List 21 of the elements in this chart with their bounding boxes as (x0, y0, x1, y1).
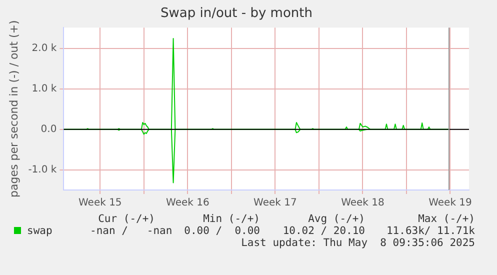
legend-label: swap (27, 225, 52, 237)
chart-title: Swap in/out - by month (160, 6, 312, 22)
text: 10.02 / 20.10 (282, 225, 365, 237)
y-tick-label: 0.0 (40, 124, 57, 135)
text: Avg (-/+) (307, 213, 365, 225)
text: Max (-/+) (417, 213, 475, 225)
y-tick-label: 2.0 k (32, 43, 57, 54)
text: 11.63k/ 11.71k (385, 225, 475, 237)
x-tick-label: Week 18 (341, 198, 384, 209)
text: 0.00 / 0.00 (184, 225, 260, 237)
text: Min (-/+) (202, 213, 260, 225)
y-tick-label: -1.0 k (28, 164, 57, 176)
x-tick-label: Week 15 (78, 198, 122, 209)
text: Last update: Thu May 8 09:35:06 2025 (240, 237, 475, 249)
x-tick-label: Week 17 (254, 198, 297, 209)
x-tick-label: Week 16 (166, 198, 210, 209)
y-axis-title: pages per second in (-) / out (+) (7, 20, 20, 198)
text: -nan / -nan (90, 225, 172, 237)
text: Cur (-/+) (97, 213, 155, 225)
y-tick-label: 1.0 k (32, 84, 57, 95)
x-tick-label: Week 19 (428, 198, 472, 209)
